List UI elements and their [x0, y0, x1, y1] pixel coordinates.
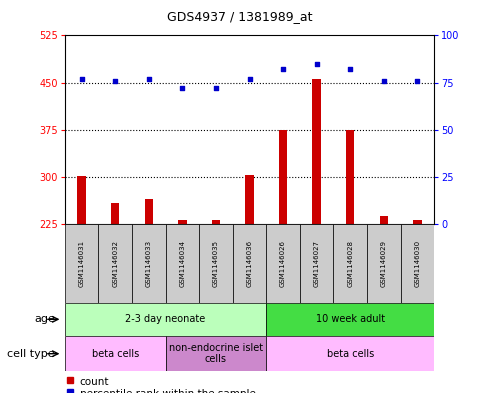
- Text: GSM1146030: GSM1146030: [414, 240, 420, 287]
- Text: beta cells: beta cells: [326, 349, 374, 359]
- Text: GDS4937 / 1381989_at: GDS4937 / 1381989_at: [167, 10, 312, 23]
- Text: percentile rank within the sample: percentile rank within the sample: [80, 389, 255, 393]
- Bar: [300, 224, 333, 303]
- Text: cell type: cell type: [7, 349, 55, 359]
- Point: [111, 77, 119, 84]
- Bar: [77, 176, 86, 224]
- Text: GSM1146036: GSM1146036: [247, 240, 252, 287]
- Text: beta cells: beta cells: [92, 349, 139, 359]
- Bar: [65, 336, 166, 371]
- Bar: [266, 336, 434, 371]
- Point: [78, 75, 86, 82]
- Text: GSM1146035: GSM1146035: [213, 240, 219, 287]
- Bar: [413, 220, 422, 224]
- Point: [212, 85, 220, 91]
- Text: non-endocrine islet
cells: non-endocrine islet cells: [169, 343, 263, 364]
- Point: [178, 85, 186, 91]
- Text: GSM1146032: GSM1146032: [112, 240, 118, 287]
- Text: GSM1146033: GSM1146033: [146, 240, 152, 287]
- Bar: [266, 224, 300, 303]
- Bar: [65, 224, 98, 303]
- Bar: [266, 303, 434, 336]
- Text: GSM1146031: GSM1146031: [79, 240, 85, 287]
- Bar: [367, 224, 401, 303]
- Point: [413, 77, 421, 84]
- Text: GSM1146028: GSM1146028: [347, 240, 353, 287]
- Bar: [401, 224, 434, 303]
- Text: GSM1146027: GSM1146027: [314, 240, 320, 287]
- Bar: [145, 199, 153, 224]
- Bar: [166, 224, 199, 303]
- Text: GSM1146034: GSM1146034: [179, 240, 185, 287]
- Bar: [98, 224, 132, 303]
- Bar: [333, 224, 367, 303]
- Point: [145, 75, 153, 82]
- Bar: [178, 220, 187, 224]
- Bar: [166, 336, 266, 371]
- Text: age: age: [34, 314, 55, 324]
- Text: 10 week adult: 10 week adult: [316, 314, 385, 324]
- Point: [313, 61, 321, 67]
- Point: [346, 66, 354, 72]
- Bar: [312, 79, 321, 224]
- Bar: [380, 216, 388, 224]
- Bar: [65, 303, 266, 336]
- Text: GSM1146026: GSM1146026: [280, 240, 286, 287]
- Text: GSM1146029: GSM1146029: [381, 240, 387, 287]
- Bar: [212, 220, 220, 224]
- Bar: [279, 130, 287, 224]
- Point: [246, 75, 253, 82]
- Bar: [233, 224, 266, 303]
- Bar: [132, 224, 166, 303]
- Text: count: count: [80, 377, 109, 387]
- Text: 2-3 day neonate: 2-3 day neonate: [125, 314, 206, 324]
- Bar: [199, 224, 233, 303]
- Bar: [111, 203, 119, 224]
- Bar: [346, 130, 354, 224]
- Bar: [246, 175, 253, 224]
- Point: [279, 66, 287, 72]
- Point: [380, 77, 388, 84]
